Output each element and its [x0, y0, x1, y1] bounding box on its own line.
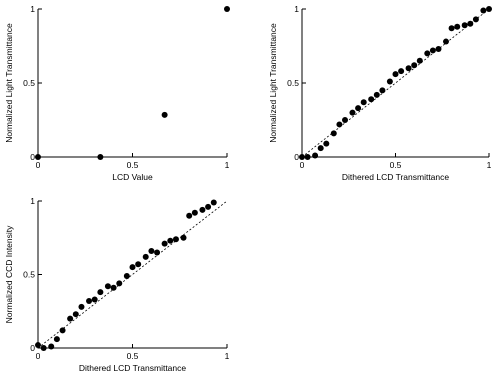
data-point	[97, 289, 104, 296]
data-point	[317, 145, 324, 152]
data-point	[429, 47, 436, 54]
data-point	[304, 154, 311, 160]
x-axis-title: LCD Value	[112, 172, 153, 182]
data-point	[442, 38, 449, 45]
data-point	[467, 20, 474, 27]
y-axis-title: Normalized CCD Intensity	[4, 225, 14, 324]
data-point	[35, 154, 41, 160]
y-tick-label: 1	[30, 196, 35, 206]
data-point	[116, 280, 123, 287]
data-point	[349, 109, 356, 116]
data-point	[416, 57, 423, 64]
data-point	[91, 296, 98, 303]
x-tick-label: 1	[225, 351, 230, 361]
y-tick-label: 0	[294, 152, 299, 162]
data-point	[180, 234, 187, 241]
chart-panel-2: 0 0.5 1 0 0.5 1 Dithered LCD Transmittance Norm…	[268, 4, 492, 182]
data-point	[461, 22, 468, 29]
x-tick-label: 0.5	[127, 160, 139, 170]
data-point	[411, 62, 418, 69]
data-point	[123, 272, 130, 279]
x-tick-label: 1	[487, 160, 492, 170]
data-point	[360, 99, 367, 106]
y-tick-label: 0	[30, 343, 35, 353]
data-point	[67, 315, 74, 322]
reference-line	[37, 200, 228, 349]
data-point	[142, 253, 149, 260]
data-point	[336, 121, 343, 128]
data-point	[48, 343, 55, 350]
data-point	[424, 50, 431, 57]
axes	[37, 9, 227, 158]
data-point	[161, 240, 168, 247]
data-point	[161, 111, 168, 118]
y-tick-label: 1	[30, 4, 35, 14]
data-point	[172, 236, 179, 243]
axes	[301, 9, 489, 158]
data-point	[398, 68, 405, 75]
data-point	[40, 345, 47, 351]
data-point	[135, 261, 142, 268]
data-point	[312, 152, 319, 159]
data-point	[368, 96, 375, 103]
y-tick-label: 0.5	[23, 78, 35, 88]
x-axis-title: Dithered LCD Transmittance	[79, 363, 187, 373]
y-axis-title: Normalized Light Transmittance	[268, 23, 278, 143]
data-point	[154, 249, 161, 256]
data-point	[435, 45, 442, 52]
x-tick-label: 0	[300, 160, 305, 170]
data-point	[224, 6, 230, 12]
data-point	[86, 297, 93, 304]
data-point	[148, 247, 155, 254]
data-point	[53, 336, 60, 343]
data-point	[104, 283, 111, 290]
data-point	[373, 91, 380, 98]
y-tick-label: 0	[30, 152, 35, 162]
data-point	[405, 65, 412, 72]
data-point	[35, 342, 41, 349]
data-point	[210, 199, 217, 206]
data-point	[59, 327, 66, 334]
y-axis-title: Normalized Light Transmittance	[4, 23, 14, 143]
data-point	[392, 71, 399, 78]
data-point	[386, 78, 393, 85]
data-point	[78, 303, 85, 310]
data-point	[191, 209, 198, 216]
data-point	[330, 130, 337, 137]
data-point	[129, 264, 136, 271]
data-point	[355, 105, 362, 112]
data-point	[299, 154, 305, 160]
y-tick-label: 1	[294, 4, 299, 14]
data-point	[323, 140, 330, 147]
data-point	[472, 16, 479, 23]
x-tick-label: 0	[36, 160, 41, 170]
data-point	[342, 117, 349, 123]
x-tick-label: 0	[36, 351, 41, 361]
data-point	[448, 25, 455, 32]
chart-panel-1: 0 0.5 1 0 0.5 1 LCD Value Normalized Light Tran…	[4, 4, 230, 182]
x-axis-title: Dithered LCD Transmittance	[342, 172, 450, 182]
data-point	[186, 212, 193, 219]
data-point	[454, 23, 461, 30]
data-point	[486, 6, 492, 12]
data-point	[480, 7, 487, 14]
data-point	[97, 154, 104, 160]
data-point	[72, 311, 79, 318]
x-tick-label: 1	[225, 160, 230, 170]
x-tick-label: 0.5	[127, 351, 139, 361]
data-point	[167, 237, 174, 244]
data-point	[379, 87, 386, 94]
data-point	[110, 284, 117, 291]
data-point	[205, 203, 212, 210]
reference-line	[301, 8, 490, 158]
axes	[37, 201, 227, 349]
y-tick-label: 0.5	[287, 78, 299, 88]
chart-panel-3: 0 0.5 1 0 0.5 1 Dithered LCD Transmittance Norm…	[4, 196, 230, 373]
data-point	[199, 206, 206, 213]
x-tick-label: 0.5	[390, 160, 402, 170]
y-tick-label: 0.5	[23, 270, 35, 280]
